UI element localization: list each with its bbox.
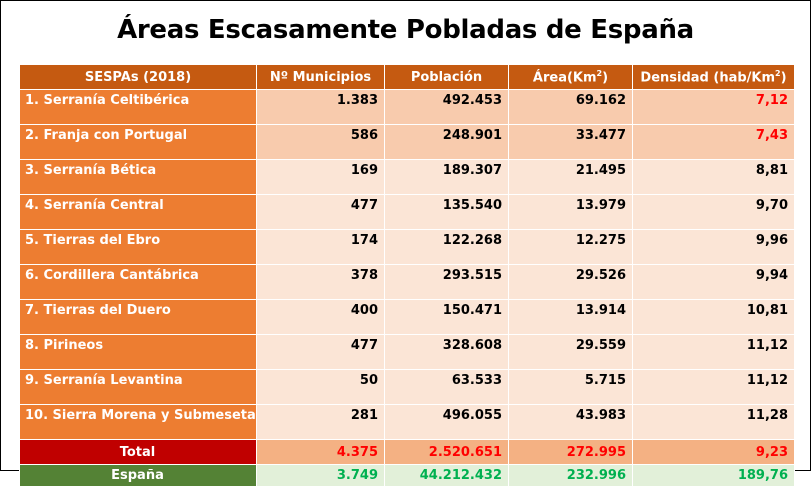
row-poblacion: 122.268 — [384, 229, 509, 265]
header-densidad: Densidad (hab/Km2) — [632, 64, 795, 90]
sespas-table: SESPAs (2018) Nº Municipios Población Ár… — [19, 64, 795, 487]
table-row: 2. Franja con Portugal 586 248.901 33.47… — [19, 124, 795, 160]
row-municipios: 50 — [256, 369, 385, 405]
row-municipios: 1.383 — [256, 89, 385, 125]
row-densidad: 11,12 — [632, 369, 795, 405]
total-municipios: 4.375 — [256, 439, 385, 465]
row-area: 43.983 — [508, 404, 633, 440]
row-name: 7. Tierras del Duero — [19, 299, 257, 335]
row-area: 29.559 — [508, 334, 633, 370]
row-poblacion: 492.453 — [384, 89, 509, 125]
row-name: 5. Tierras del Ebro — [19, 229, 257, 265]
table-row: 3. Serranía Bética 169 189.307 21.495 8,… — [19, 159, 795, 195]
row-poblacion: 189.307 — [384, 159, 509, 195]
total-label: Total — [19, 439, 257, 465]
table-row: 10. Sierra Morena y Submeseta 281 496.05… — [19, 404, 795, 440]
total-row: Total 4.375 2.520.651 272.995 9,23 — [19, 439, 795, 465]
row-densidad: 9,96 — [632, 229, 795, 265]
row-area: 33.477 — [508, 124, 633, 160]
row-name: 3. Serranía Bética — [19, 159, 257, 195]
row-area: 29.526 — [508, 264, 633, 300]
table-row: 7. Tierras del Duero 400 150.471 13.914 … — [19, 299, 795, 335]
row-name: 8. Pirineos — [19, 334, 257, 370]
row-densidad: 9,94 — [632, 264, 795, 300]
table-row: 5. Tierras del Ebro 174 122.268 12.275 9… — [19, 229, 795, 265]
row-poblacion: 293.515 — [384, 264, 509, 300]
row-name: 6. Cordillera Cantábrica — [19, 264, 257, 300]
row-area: 69.162 — [508, 89, 633, 125]
row-name: 10. Sierra Morena y Submeseta — [19, 404, 257, 440]
page-title: Áreas Escasamente Pobladas de España — [117, 15, 694, 45]
row-area: 21.495 — [508, 159, 633, 195]
row-densidad: 10,81 — [632, 299, 795, 335]
row-poblacion: 328.608 — [384, 334, 509, 370]
row-name: 4. Serranía Central — [19, 194, 257, 230]
row-municipios: 281 — [256, 404, 385, 440]
row-poblacion: 150.471 — [384, 299, 509, 335]
spain-row: España 3.749 44.212.432 232.996 189,76 — [19, 464, 795, 487]
spain-municipios: 3.749 — [256, 464, 385, 487]
row-municipios: 169 — [256, 159, 385, 195]
row-municipios: 586 — [256, 124, 385, 160]
row-area: 12.275 — [508, 229, 633, 265]
row-area: 5.715 — [508, 369, 633, 405]
table-row: 1. Serranía Celtibérica 1.383 492.453 69… — [19, 89, 795, 125]
row-densidad: 11,28 — [632, 404, 795, 440]
header-area: Área(Km2) — [508, 64, 633, 90]
header-area-close: ) — [602, 70, 609, 86]
header-area-sup: 2 — [596, 68, 603, 78]
row-municipios: 477 — [256, 194, 385, 230]
spain-densidad: 189,76 — [632, 464, 795, 487]
total-area: 272.995 — [508, 439, 633, 465]
row-densidad: 8,81 — [632, 159, 795, 195]
spain-area: 232.996 — [508, 464, 633, 487]
table-row: 4. Serranía Central 477 135.540 13.979 9… — [19, 194, 795, 230]
header-poblacion: Población — [384, 64, 509, 90]
spain-poblacion: 44.212.432 — [384, 464, 509, 487]
row-name: 9. Serranía Levantina — [19, 369, 257, 405]
header-densidad-sup: 2 — [775, 68, 781, 78]
total-poblacion: 2.520.651 — [384, 439, 509, 465]
header-densidad-text: Densidad (hab/Km — [640, 70, 776, 86]
row-municipios: 477 — [256, 334, 385, 370]
row-municipios: 378 — [256, 264, 385, 300]
row-poblacion: 135.540 — [384, 194, 509, 230]
row-poblacion: 496.055 — [384, 404, 509, 440]
table-row: 6. Cordillera Cantábrica 378 293.515 29.… — [19, 264, 795, 300]
row-densidad: 7,43 — [632, 124, 795, 160]
spain-label: España — [19, 464, 257, 487]
row-densidad: 11,12 — [632, 334, 795, 370]
table-row: 9. Serranía Levantina 50 63.533 5.715 11… — [19, 369, 795, 405]
row-area: 13.914 — [508, 299, 633, 335]
header-area-text: Área(Km — [532, 70, 597, 86]
header-municipios: Nº Municipios — [256, 64, 385, 90]
table-header-row: SESPAs (2018) Nº Municipios Población Ár… — [19, 64, 795, 90]
row-poblacion: 248.901 — [384, 124, 509, 160]
row-area: 13.979 — [508, 194, 633, 230]
row-densidad: 7,12 — [632, 89, 795, 125]
row-name: 1. Serranía Celtibérica — [19, 89, 257, 125]
row-name: 2. Franja con Portugal — [19, 124, 257, 160]
row-densidad: 9,70 — [632, 194, 795, 230]
row-municipios: 174 — [256, 229, 385, 265]
row-poblacion: 63.533 — [384, 369, 509, 405]
total-densidad: 9,23 — [632, 439, 795, 465]
row-municipios: 400 — [256, 299, 385, 335]
header-densidad-close: ) — [780, 70, 787, 86]
table-row: 8. Pirineos 477 328.608 29.559 11,12 — [19, 334, 795, 370]
header-sespas: SESPAs (2018) — [19, 64, 257, 90]
